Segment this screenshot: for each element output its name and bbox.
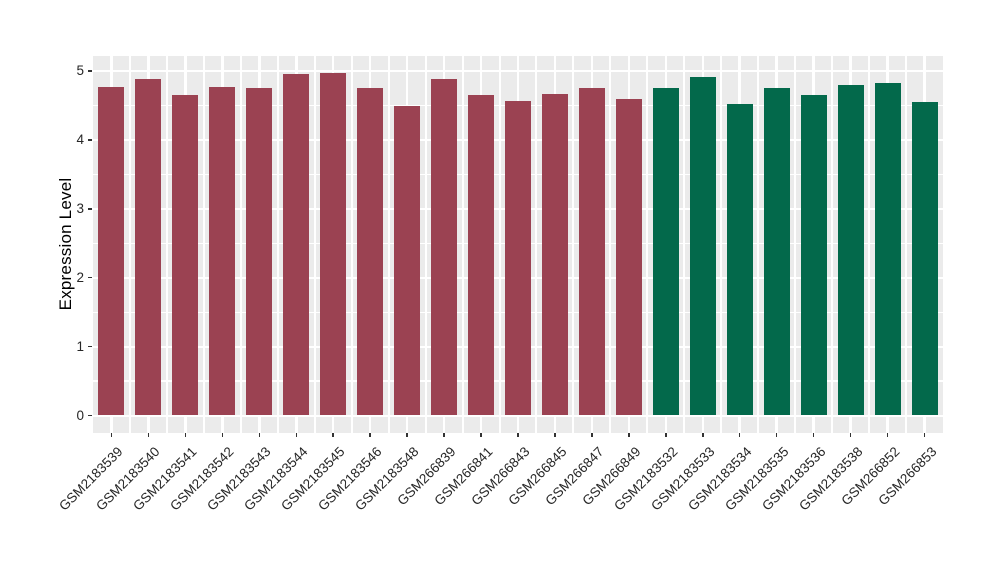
x-tick-mark: [443, 433, 445, 437]
bar: [763, 88, 790, 416]
x-tick-mark: [886, 433, 889, 437]
gridline-minor-v: [720, 56, 723, 433]
x-tick-mark: [591, 433, 593, 437]
bar: [689, 76, 716, 416]
y-tick-label: 2: [76, 269, 84, 285]
gridline-minor-v: [794, 56, 797, 433]
x-tick-mark: [923, 433, 926, 437]
x-tick-mark: [628, 433, 630, 437]
bar: [431, 79, 458, 416]
gridline-minor-v: [128, 56, 131, 433]
gridline-minor-v: [387, 56, 390, 433]
gridline-minor-v: [498, 56, 501, 433]
x-tick-mark: [406, 433, 408, 437]
gridline-minor-v: [350, 56, 353, 433]
x-tick-mark: [480, 433, 482, 437]
x-tick-mark: [738, 433, 741, 437]
gridline-minor-v: [313, 56, 316, 433]
x-tick-mark: [221, 433, 224, 437]
bar: [578, 88, 605, 416]
gridline-minor-v: [276, 56, 279, 433]
bar: [135, 79, 162, 416]
x-tick-mark: [775, 433, 778, 437]
x-tick-mark: [369, 433, 371, 437]
y-tick-label: 1: [76, 338, 84, 354]
gridline-minor-v: [424, 56, 427, 433]
bar: [320, 73, 347, 416]
y-axis-title: Expression Level: [56, 177, 75, 311]
gridline-minor-v: [609, 56, 612, 433]
y-tick-label: 3: [76, 200, 84, 216]
x-tick-mark: [295, 433, 297, 437]
bar: [357, 88, 384, 416]
gridline-minor-v: [202, 56, 205, 433]
x-tick-mark: [517, 433, 519, 437]
x-tick-mark: [184, 433, 187, 437]
y-tick-mark: [88, 276, 92, 279]
gridline-minor-v: [239, 56, 242, 433]
x-tick-mark: [812, 433, 815, 437]
bar: [800, 95, 827, 416]
plot-panel: [93, 56, 943, 433]
bar: [209, 86, 236, 416]
x-tick-mark: [258, 433, 261, 437]
x-tick-mark: [702, 433, 704, 437]
x-tick-mark: [665, 433, 667, 437]
bar: [394, 106, 421, 416]
gridline-minor-v: [868, 56, 871, 433]
y-tick-mark: [88, 208, 92, 210]
bar: [98, 86, 125, 416]
gridline-minor-v: [757, 56, 760, 433]
gridline-minor-v: [831, 56, 834, 433]
y-tick-label: 5: [76, 63, 84, 78]
gridline-minor-v: [646, 56, 649, 433]
bar: [246, 88, 273, 416]
gridline-minor-v: [572, 56, 575, 433]
bar: [468, 95, 495, 416]
bar: [283, 74, 310, 416]
x-tick-mark: [849, 433, 852, 437]
gridline-minor-v: [535, 56, 538, 433]
y-tick-mark: [88, 345, 92, 348]
bar: [726, 104, 753, 416]
gridline-minor-v: [683, 56, 686, 433]
bar: [911, 102, 938, 416]
x-tick-mark: [147, 433, 150, 437]
bar: [874, 82, 901, 416]
y-tick-mark: [88, 414, 92, 417]
gridline-minor-v: [905, 56, 908, 433]
bar: [615, 98, 642, 416]
bar: [541, 93, 568, 416]
y-tick-label: 0: [76, 407, 84, 423]
gridline-minor-v: [461, 56, 464, 433]
gridline-minor-v: [165, 56, 168, 433]
y-tick-label: 4: [76, 131, 84, 147]
x-tick-mark: [110, 433, 113, 437]
x-tick-mark: [332, 433, 334, 437]
bar: [652, 88, 679, 416]
y-tick-mark: [88, 70, 92, 72]
y-tick-mark: [88, 139, 92, 141]
bar: [837, 84, 864, 416]
bar: [172, 95, 199, 416]
bar: [505, 100, 531, 416]
x-tick-mark: [554, 433, 556, 437]
